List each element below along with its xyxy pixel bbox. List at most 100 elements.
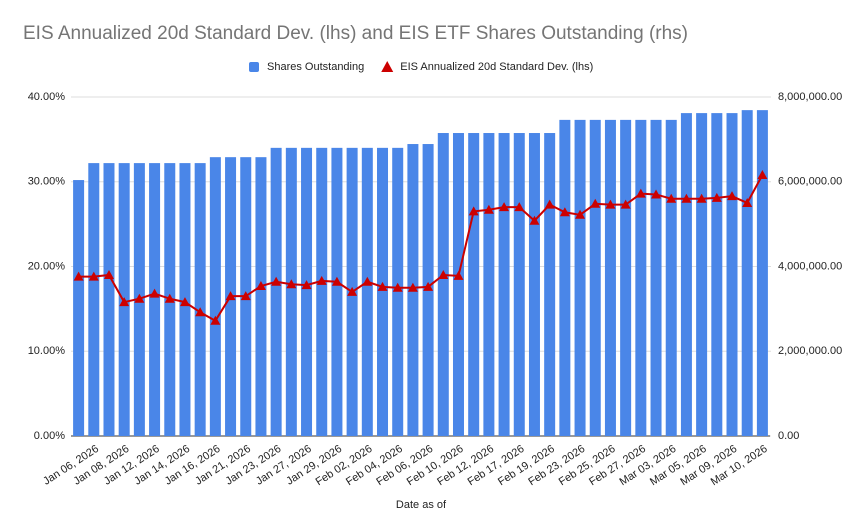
bar	[73, 180, 85, 436]
marker	[666, 193, 677, 203]
bar	[103, 163, 115, 437]
y-tick-label: 40.00%	[28, 91, 66, 103]
marker	[407, 282, 418, 292]
y2-tick-label: 8,000,000.00	[778, 91, 842, 103]
bar	[665, 119, 677, 436]
bar	[544, 133, 556, 437]
marker	[529, 215, 540, 225]
marker	[240, 291, 251, 301]
marker	[438, 269, 449, 279]
marker	[149, 288, 160, 298]
marker	[362, 276, 373, 286]
marker	[423, 281, 434, 291]
bar	[361, 147, 373, 436]
marker	[681, 193, 692, 203]
marker	[88, 271, 99, 281]
bar	[437, 133, 449, 437]
marker	[179, 297, 190, 307]
bar	[711, 113, 723, 436]
y-tick-label: 20.00%	[28, 260, 66, 272]
bar	[468, 133, 480, 437]
bar	[285, 147, 297, 436]
marker	[255, 280, 266, 290]
marker	[468, 206, 479, 216]
bar	[741, 110, 753, 436]
marker	[453, 270, 464, 280]
bar	[377, 147, 389, 436]
marker	[727, 191, 738, 201]
bar	[589, 119, 601, 436]
y-tick-label: 0.00%	[34, 430, 65, 442]
marker	[392, 282, 403, 292]
marker	[696, 193, 707, 203]
marker	[711, 192, 722, 202]
marker	[590, 198, 601, 208]
marker	[483, 204, 494, 214]
legend-label: EIS Annualized 20d Standard Dev. (lhs)	[400, 61, 593, 73]
marker	[164, 293, 175, 303]
bar	[635, 119, 647, 436]
marker	[271, 276, 282, 286]
y-tick-label: 30.00%	[28, 176, 66, 188]
x-axis-label: Date as of	[396, 499, 447, 511]
marker	[575, 209, 586, 219]
marker	[347, 286, 358, 296]
bar	[574, 119, 586, 436]
marker	[620, 199, 631, 209]
marker	[316, 275, 327, 285]
legend-swatch	[381, 61, 394, 72]
bar	[513, 133, 525, 437]
marker	[331, 276, 342, 286]
marker	[514, 202, 525, 212]
y2-tick-label: 6,000,000.00	[778, 176, 842, 188]
marker	[103, 269, 114, 279]
marker	[225, 291, 236, 301]
y2-tick-label: 4,000,000.00	[778, 260, 842, 272]
marker	[742, 197, 753, 207]
chart-title: EIS Annualized 20d Standard Dev. (lhs) a…	[23, 23, 688, 44]
legend-label: Shares Outstanding	[267, 61, 364, 73]
bar	[88, 163, 100, 437]
bar	[209, 157, 221, 437]
bar	[680, 113, 692, 436]
bar	[483, 133, 495, 437]
bar	[316, 147, 328, 436]
marker	[286, 279, 297, 289]
marker	[134, 293, 145, 303]
marker	[651, 189, 662, 199]
marker	[499, 202, 510, 212]
bar	[301, 147, 313, 436]
bar	[604, 119, 616, 436]
marker	[605, 199, 616, 209]
bar	[452, 133, 464, 437]
marker	[544, 199, 555, 209]
marker	[195, 307, 206, 317]
bar	[696, 113, 708, 436]
bar	[726, 113, 738, 436]
marker	[559, 207, 570, 217]
marker	[377, 281, 388, 291]
marker	[635, 188, 646, 198]
marker	[119, 297, 130, 307]
bar	[559, 119, 571, 436]
bar	[149, 163, 161, 437]
y2-tick-label: 2,000,000.00	[778, 345, 842, 357]
bar	[528, 133, 540, 437]
y2-tick-label: 0.00	[778, 430, 799, 442]
y-tick-label: 10.00%	[28, 345, 66, 357]
bar	[620, 119, 632, 436]
bar	[498, 133, 510, 437]
marker	[757, 169, 768, 179]
bar	[270, 147, 282, 436]
bar	[650, 119, 662, 436]
legend-swatch	[249, 62, 259, 72]
marker	[73, 271, 84, 281]
bar	[255, 157, 267, 437]
marker	[301, 280, 312, 290]
bar	[392, 147, 404, 436]
bar	[756, 110, 768, 436]
bar	[194, 163, 206, 437]
bar	[331, 147, 343, 436]
line	[78, 174, 764, 323]
